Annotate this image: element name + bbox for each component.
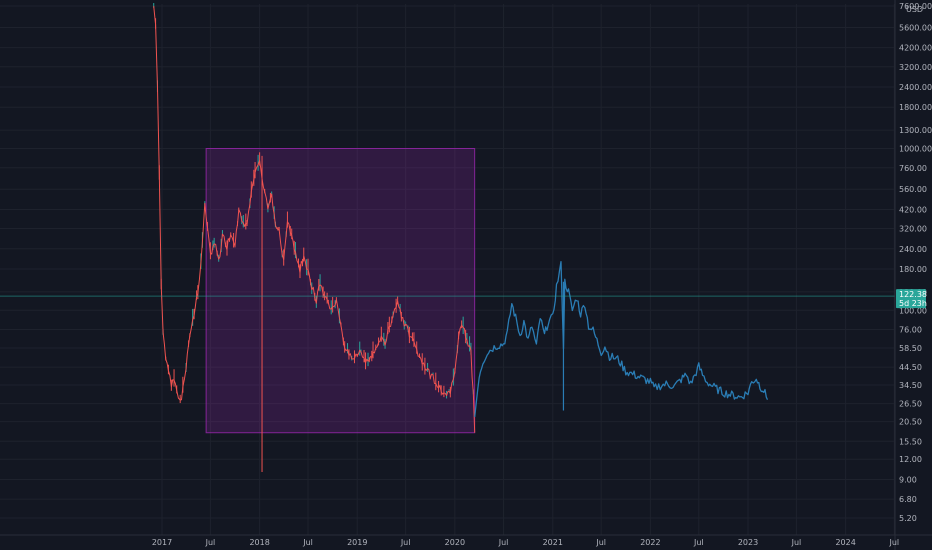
- y-tick-label: 2400.00: [899, 83, 932, 92]
- price-badge-countdown: 5d 23h: [899, 299, 927, 308]
- series-group: [153, 3, 769, 473]
- series-line: [474, 260, 769, 417]
- x-axis[interactable]: 2017 Jul 2018 Jul 2019 Jul 2020 Jul 2021 Jul 2022 J…: [0, 534, 932, 547]
- x-tick-label: 2019: [347, 538, 367, 547]
- x-tick-label: Jul: [693, 538, 704, 547]
- box-annotation: [205, 147, 476, 434]
- x-tick-label: 2024: [835, 538, 855, 547]
- x-tick-label: 2023: [738, 538, 758, 547]
- y-tick-label: 3200.00: [899, 63, 932, 72]
- y-tick-label: 560.00: [899, 185, 927, 194]
- y-tick-label: 240.00: [899, 245, 927, 254]
- x-tick-label: 2020: [445, 538, 465, 547]
- x-tick-label: 2022: [640, 538, 660, 547]
- x-tick-label: 2018: [249, 538, 269, 547]
- y-tick-label: 7600.00: [899, 2, 932, 11]
- y-tick-label: 12.00: [899, 455, 922, 464]
- x-tick-label: Jul: [205, 538, 216, 547]
- y-tick-label: 15.50: [899, 437, 922, 446]
- currency-label: USD: [906, 5, 923, 14]
- y-tick-label: 4200.00: [899, 44, 932, 53]
- x-tick-label: Jul: [400, 538, 411, 547]
- x-tick-label: Jul: [791, 538, 802, 547]
- y-axis[interactable]: 7600.00 5600.00 4200.00 3200.00 2400.00 1800.…: [894, 0, 932, 550]
- series-line: [153, 6, 476, 433]
- y-tick-label: 420.00: [899, 205, 927, 214]
- y-tick-label: 44.50: [899, 363, 922, 372]
- y-tick-label: 20.50: [899, 418, 922, 427]
- y-tick-label: 1800.00: [899, 103, 932, 112]
- y-tick-label: 5600.00: [899, 23, 932, 32]
- x-tick-label: 2017: [152, 538, 172, 547]
- grid-lines: [0, 4, 895, 535]
- price-badge-bg: [896, 289, 926, 309]
- series-2: [474, 260, 769, 417]
- y-tick-label: 5.20: [899, 514, 917, 523]
- y-tick-label: 1300.00: [899, 126, 932, 135]
- x-tick-label: Jul: [595, 538, 606, 547]
- box-annotation-group: [205, 147, 476, 434]
- price-badge-value: 122.38: [899, 290, 927, 299]
- y-tick-label: 6.80: [899, 495, 917, 504]
- x-tick-label: Jul: [888, 538, 899, 547]
- x-tick-label: Jul: [498, 538, 509, 547]
- y-tick-label: 76.00: [899, 326, 922, 335]
- y-tick-label: 320.00: [899, 225, 927, 234]
- y-tick-label: 760.00: [899, 164, 927, 173]
- y-tick-label: 180.00: [899, 265, 927, 274]
- y-tick-label: 26.50: [899, 400, 922, 409]
- x-tick-label: 2021: [543, 538, 563, 547]
- x-tick-label: Jul: [302, 538, 313, 547]
- series-1: [153, 3, 476, 433]
- y-tick-label: 100.00: [899, 306, 927, 315]
- y-tick-label: 34.50: [899, 381, 922, 390]
- last-price-badge: 122.38 5d 23h: [896, 289, 927, 309]
- y-tick-label: 58.50: [899, 344, 922, 353]
- y-tick-label: 9.00: [899, 475, 917, 484]
- y-tick-label: 1000.00: [899, 144, 932, 153]
